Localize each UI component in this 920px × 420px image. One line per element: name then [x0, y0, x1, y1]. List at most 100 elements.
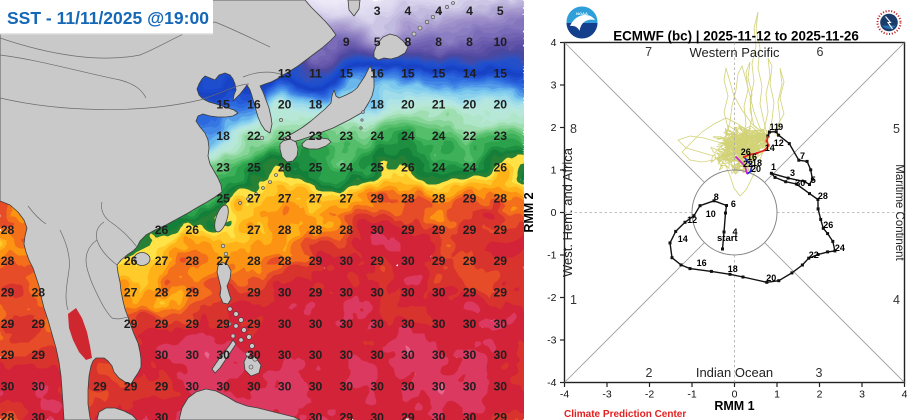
- svg-text:30: 30: [309, 317, 323, 331]
- svg-text:30: 30: [32, 379, 46, 393]
- svg-text:22: 22: [809, 250, 819, 260]
- svg-text:29: 29: [463, 286, 477, 300]
- svg-text:24: 24: [463, 160, 477, 174]
- svg-text:29: 29: [247, 317, 261, 331]
- svg-text:29: 29: [463, 254, 477, 268]
- svg-text:8: 8: [435, 35, 442, 49]
- svg-text:Climate Prediction Center: Climate Prediction Center: [564, 409, 686, 420]
- svg-text:8: 8: [466, 35, 473, 49]
- svg-text:29: 29: [1, 317, 15, 331]
- svg-text:-3: -3: [602, 389, 611, 401]
- svg-text:29: 29: [124, 379, 138, 393]
- svg-text:5: 5: [811, 175, 816, 185]
- svg-text:start: start: [717, 233, 738, 244]
- svg-text:30: 30: [463, 411, 477, 420]
- svg-text:13: 13: [278, 66, 292, 80]
- svg-text:1: 1: [570, 293, 577, 307]
- svg-text:30: 30: [216, 379, 230, 393]
- svg-text:16: 16: [747, 152, 757, 162]
- svg-text:-1: -1: [687, 389, 696, 401]
- svg-text:30: 30: [370, 348, 384, 362]
- svg-text:30: 30: [432, 286, 446, 300]
- svg-text:4: 4: [902, 389, 908, 401]
- svg-text:28: 28: [401, 192, 415, 206]
- svg-text:5: 5: [497, 4, 504, 18]
- svg-text:30: 30: [370, 223, 384, 237]
- svg-text:30: 30: [463, 348, 477, 362]
- svg-text:28: 28: [186, 254, 200, 268]
- svg-text:29: 29: [463, 223, 477, 237]
- svg-text:16: 16: [370, 66, 384, 80]
- svg-text:30: 30: [278, 379, 292, 393]
- svg-text:28: 28: [432, 192, 446, 206]
- svg-text:23: 23: [494, 129, 508, 143]
- svg-text:10: 10: [494, 35, 508, 49]
- svg-text:4: 4: [733, 227, 738, 237]
- svg-text:2: 2: [646, 366, 653, 380]
- svg-text:RMM 1: RMM 1: [714, 399, 754, 413]
- svg-text:15: 15: [340, 66, 354, 80]
- svg-text:3: 3: [790, 168, 795, 178]
- svg-text:6: 6: [731, 199, 736, 209]
- svg-text:29: 29: [432, 254, 446, 268]
- svg-text:12: 12: [687, 215, 697, 225]
- svg-text:11: 11: [770, 122, 780, 132]
- svg-text:3: 3: [374, 4, 381, 18]
- svg-text:28: 28: [155, 286, 169, 300]
- svg-text:29: 29: [494, 286, 508, 300]
- svg-text:-1: -1: [547, 250, 556, 262]
- svg-text:23: 23: [309, 129, 323, 143]
- svg-text:22: 22: [463, 129, 477, 143]
- svg-text:29: 29: [401, 411, 415, 420]
- svg-text:5: 5: [893, 122, 900, 136]
- svg-text:27: 27: [247, 223, 261, 237]
- svg-text:30: 30: [432, 348, 446, 362]
- svg-text:26: 26: [401, 160, 415, 174]
- svg-text:NOAA: NOAA: [576, 11, 588, 16]
- svg-text:29: 29: [370, 254, 384, 268]
- svg-text:30: 30: [795, 178, 805, 188]
- svg-text:30: 30: [340, 317, 354, 331]
- svg-text:ECMWF (bc) | 2025-11-12 to 202: ECMWF (bc) | 2025-11-12 to 2025-11-26: [613, 29, 859, 44]
- svg-text:1: 1: [551, 165, 557, 177]
- svg-text:28: 28: [278, 223, 292, 237]
- svg-text:30: 30: [278, 348, 292, 362]
- svg-text:26: 26: [186, 223, 200, 237]
- svg-text:29: 29: [463, 192, 477, 206]
- svg-text:29: 29: [401, 223, 415, 237]
- svg-text:3: 3: [859, 389, 865, 401]
- svg-text:29: 29: [494, 223, 508, 237]
- svg-text:5: 5: [374, 35, 381, 49]
- svg-text:28: 28: [494, 192, 508, 206]
- svg-text:30: 30: [247, 348, 261, 362]
- svg-text:30: 30: [155, 348, 169, 362]
- svg-text:30: 30: [247, 379, 261, 393]
- svg-text:22: 22: [743, 159, 753, 169]
- svg-text:28: 28: [32, 286, 46, 300]
- svg-text:30: 30: [340, 254, 354, 268]
- svg-text:26: 26: [741, 147, 751, 157]
- svg-text:29: 29: [124, 317, 138, 331]
- svg-text:15: 15: [494, 66, 508, 80]
- svg-text:24: 24: [370, 129, 384, 143]
- svg-text:28: 28: [309, 223, 323, 237]
- svg-text:29: 29: [494, 411, 508, 420]
- svg-text:29: 29: [1, 348, 15, 362]
- svg-text:30: 30: [432, 317, 446, 331]
- svg-text:30: 30: [494, 317, 508, 331]
- svg-text:29: 29: [432, 223, 446, 237]
- svg-text:24: 24: [432, 160, 446, 174]
- svg-text:29: 29: [370, 192, 384, 206]
- svg-text:18: 18: [216, 129, 230, 143]
- svg-text:14: 14: [678, 234, 688, 244]
- svg-text:-4: -4: [547, 377, 556, 389]
- svg-text:28: 28: [1, 223, 15, 237]
- svg-text:20: 20: [751, 164, 761, 174]
- svg-text:29: 29: [93, 379, 107, 393]
- svg-text:18: 18: [728, 264, 738, 274]
- svg-text:28: 28: [247, 254, 261, 268]
- svg-text:26: 26: [155, 223, 169, 237]
- svg-text:-4: -4: [560, 389, 569, 401]
- svg-text:29: 29: [155, 379, 169, 393]
- svg-text:23: 23: [216, 160, 230, 174]
